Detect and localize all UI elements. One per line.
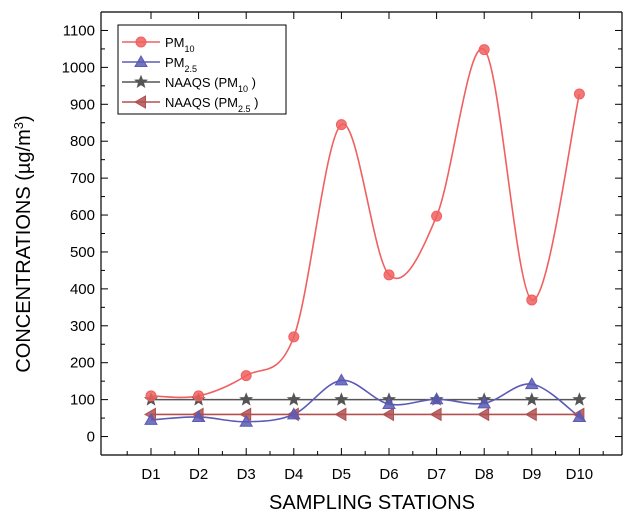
data-point: [145, 390, 157, 402]
y-tick-label: 800: [70, 133, 95, 150]
x-tick-label: D4: [284, 466, 303, 483]
data-point: [144, 412, 158, 425]
data-point: [383, 269, 395, 281]
y-tick-label: 500: [70, 244, 95, 261]
data-point: [573, 88, 585, 100]
y-tick-label: 300: [70, 318, 95, 335]
y-tick-label: 100: [70, 392, 95, 409]
y-tick-label: 0: [87, 429, 95, 446]
data-point: [334, 407, 347, 422]
y-axis-title-end: ): [13, 115, 35, 122]
data-point: [334, 373, 349, 386]
legend-label: NAAQS (PM10 ): [165, 75, 256, 94]
data-point: [286, 407, 301, 420]
y-axis-title-sup: 3: [11, 122, 26, 129]
y-tick-label: 200: [70, 355, 95, 372]
x-tick-label: D1: [141, 466, 160, 483]
x-tick-label: D9: [522, 466, 541, 483]
legend-label: NAAQS (PM2.5 ): [165, 95, 258, 114]
x-tick-label: D7: [427, 466, 446, 483]
data-point: [526, 294, 538, 306]
data-point: [429, 407, 442, 422]
data-point: [572, 392, 587, 406]
data-point: [524, 377, 539, 390]
data-point: [191, 409, 206, 422]
x-tick-label: D6: [379, 466, 398, 483]
y-tick-label: 1100: [63, 22, 95, 39]
series-line: [150, 379, 580, 423]
data-point: [478, 44, 490, 56]
data-point: [286, 392, 301, 406]
data-point: [382, 397, 396, 410]
y-axis-title-main: CONCENTRATIONS (µg/m: [13, 129, 35, 372]
legend-swatch-marker: [134, 54, 148, 67]
data-point: [288, 331, 300, 343]
y-tick-label: 600: [70, 207, 95, 224]
data-point: [240, 370, 252, 382]
x-tick-label: D5: [332, 466, 351, 483]
data-point: [572, 409, 587, 422]
data-point: [524, 407, 537, 422]
x-tick-label: D2: [189, 466, 208, 483]
y-tick-label: 400: [70, 281, 95, 298]
legend-swatch-marker: [135, 36, 147, 48]
data-point: [239, 414, 254, 427]
y-tick-label: 900: [70, 96, 95, 113]
data-point: [477, 396, 492, 409]
series-markers: [143, 44, 587, 427]
axes: 0 100 200 300 400 500 600 700 800 900 1000 1100 D1 D2…: [62, 11, 623, 483]
x-tick-label: D8: [475, 466, 494, 483]
data-point: [335, 119, 347, 131]
x-axis-title: SAMPLING STATIONS: [269, 492, 475, 514]
data-point: [431, 210, 443, 222]
y-axis-title: CONCENTRATIONS (µg/m3): [11, 115, 36, 372]
data-point: [334, 392, 349, 406]
x-tick-label: D10: [566, 466, 594, 483]
x-tick-label: D3: [237, 466, 256, 483]
data-point: [239, 392, 254, 406]
data-point: [524, 392, 539, 406]
data-point: [429, 392, 444, 405]
legend-swatch-marker: [133, 74, 149, 88]
legend-label: PM2.5: [165, 55, 197, 74]
data-point: [477, 407, 490, 422]
legend-label: PM10: [165, 35, 195, 54]
legend-swatch-marker: [133, 95, 146, 109]
y-tick-label: 1000: [62, 59, 95, 76]
y-tick-label: 700: [70, 170, 95, 187]
data-point: [193, 390, 205, 402]
data-point: [381, 407, 394, 422]
